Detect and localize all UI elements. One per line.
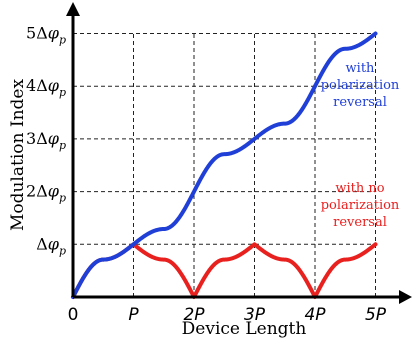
y-tick-label-2: 3Δφp xyxy=(26,129,66,152)
series-label-0-line-2: reversal xyxy=(333,95,387,110)
y-tick-labels: Δφp 2Δφp 3Δφp 4Δφp 5Δφp xyxy=(26,24,66,258)
axes xyxy=(66,2,412,304)
series-label-0-line-1: polarization xyxy=(321,78,400,93)
x-tick-label-3: 3P xyxy=(244,305,266,325)
x-tick-label-0: 0 xyxy=(68,305,79,325)
series-labels: with polarization reversal with no polarizat… xyxy=(321,61,400,230)
series-label-1-line-2: reversal xyxy=(333,215,387,230)
grid-lines xyxy=(73,33,376,297)
y-tick-label-1: 2Δφp xyxy=(26,182,66,205)
series-lines xyxy=(71,31,378,299)
y-axis-label: Modulation Index xyxy=(8,79,28,232)
series-no-reversal-line xyxy=(71,242,378,299)
series-label-1-line-0: with no xyxy=(335,181,384,196)
y-tick-label-4: 5Δφp xyxy=(26,24,66,47)
x-axis-label: Device Length xyxy=(182,319,307,339)
x-tick-labels: 0 P 2P 3P 4P 5P xyxy=(68,305,387,325)
series-reversal-line xyxy=(71,31,378,299)
x-axis-arrow xyxy=(399,290,412,304)
y-tick-label-0: Δφp xyxy=(36,234,66,257)
y-tick-label-3: 4Δφp xyxy=(26,76,66,99)
y-axis-arrow xyxy=(66,2,80,16)
x-tick-label-1: P xyxy=(128,305,139,325)
x-tick-label-2: 2P xyxy=(183,305,205,325)
series-label-1-line-1: polarization xyxy=(321,198,400,213)
x-tick-label-5: 5P xyxy=(365,305,387,325)
series-label-0-line-0: with xyxy=(346,61,376,76)
x-tick-label-4: 4P xyxy=(304,305,326,325)
